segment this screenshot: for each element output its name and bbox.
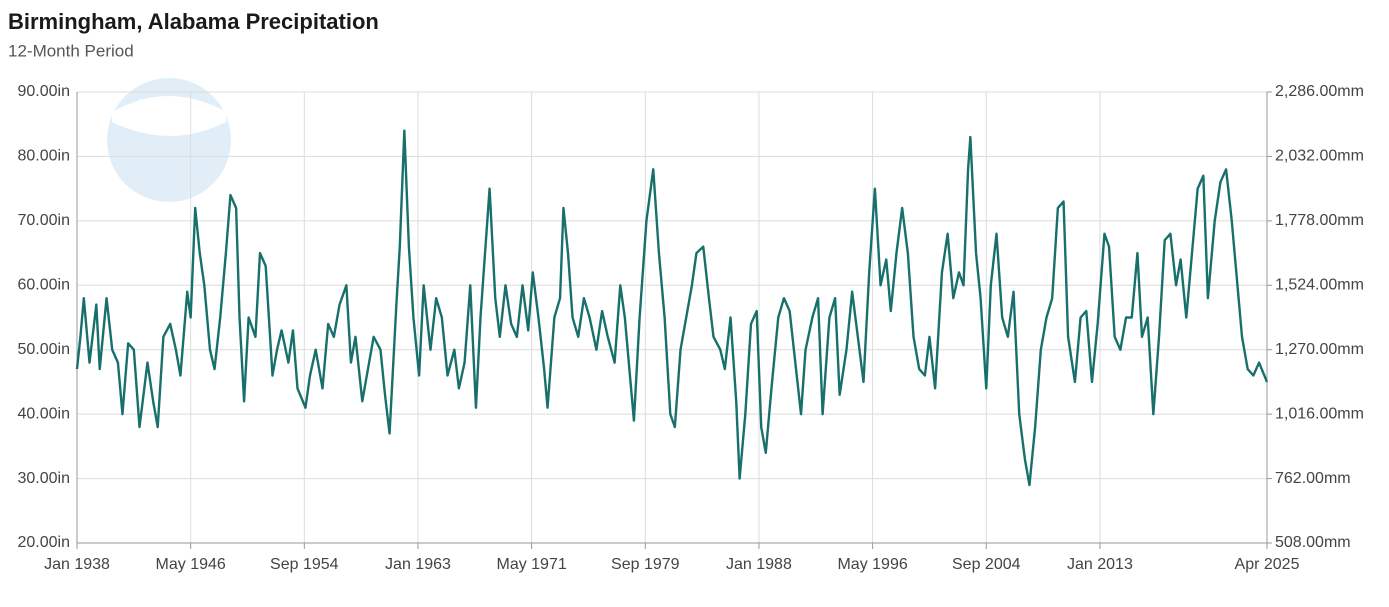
x-tick-label: May 1946 <box>156 556 226 573</box>
precip-line <box>75 129 1269 487</box>
noaa-logo: NOAA <box>107 78 231 202</box>
x-tick-label: May 1971 <box>496 556 566 573</box>
y-tick-label: 90.00in <box>18 83 71 100</box>
y-tick-label: 40.00in <box>18 405 71 422</box>
y2-tick-label: 1,778.00mm <box>1275 212 1364 229</box>
y-tick-label: 50.00in <box>18 341 71 358</box>
y-tick-label: 70.00in <box>18 212 71 229</box>
x-tick-label: Sep 1979 <box>611 556 680 573</box>
logo-circle <box>107 78 231 202</box>
x-tick-label: May 1996 <box>837 556 907 573</box>
x-tick-label: Jan 2013 <box>1067 556 1133 573</box>
x-tick-label: Sep 2004 <box>952 556 1021 573</box>
y2-tick-label: 1,270.00mm <box>1275 341 1364 358</box>
x-tick-label: Apr 2025 <box>1235 556 1300 573</box>
logo-wing <box>112 96 226 136</box>
y2-tick-label: 508.00mm <box>1275 534 1351 551</box>
x-tick-label: Sep 1954 <box>270 556 339 573</box>
y2-tick-label: 762.00mm <box>1275 470 1351 487</box>
y2-tick-label: 2,032.00mm <box>1275 148 1364 165</box>
y-tick-label: 80.00in <box>18 148 71 165</box>
y-tick-label: 30.00in <box>18 470 71 487</box>
y2-tick-label: 2,286.00mm <box>1275 83 1364 100</box>
chart-title: Birmingham, Alabama Precipitation <box>8 9 379 34</box>
x-tick-label: Jan 1963 <box>385 556 451 573</box>
y-tick-label: 60.00in <box>18 277 71 294</box>
y2-tick-label: 1,524.00mm <box>1275 277 1364 294</box>
x-tick-label: Jan 1988 <box>726 556 792 573</box>
logo-text: NOAA <box>138 96 197 118</box>
y2-tick-label: 1,016.00mm <box>1275 405 1364 422</box>
y-tick-label: 20.00in <box>18 534 71 551</box>
chart-subtitle: 12-Month Period <box>8 41 134 60</box>
x-tick-label: Jan 1938 <box>44 556 110 573</box>
